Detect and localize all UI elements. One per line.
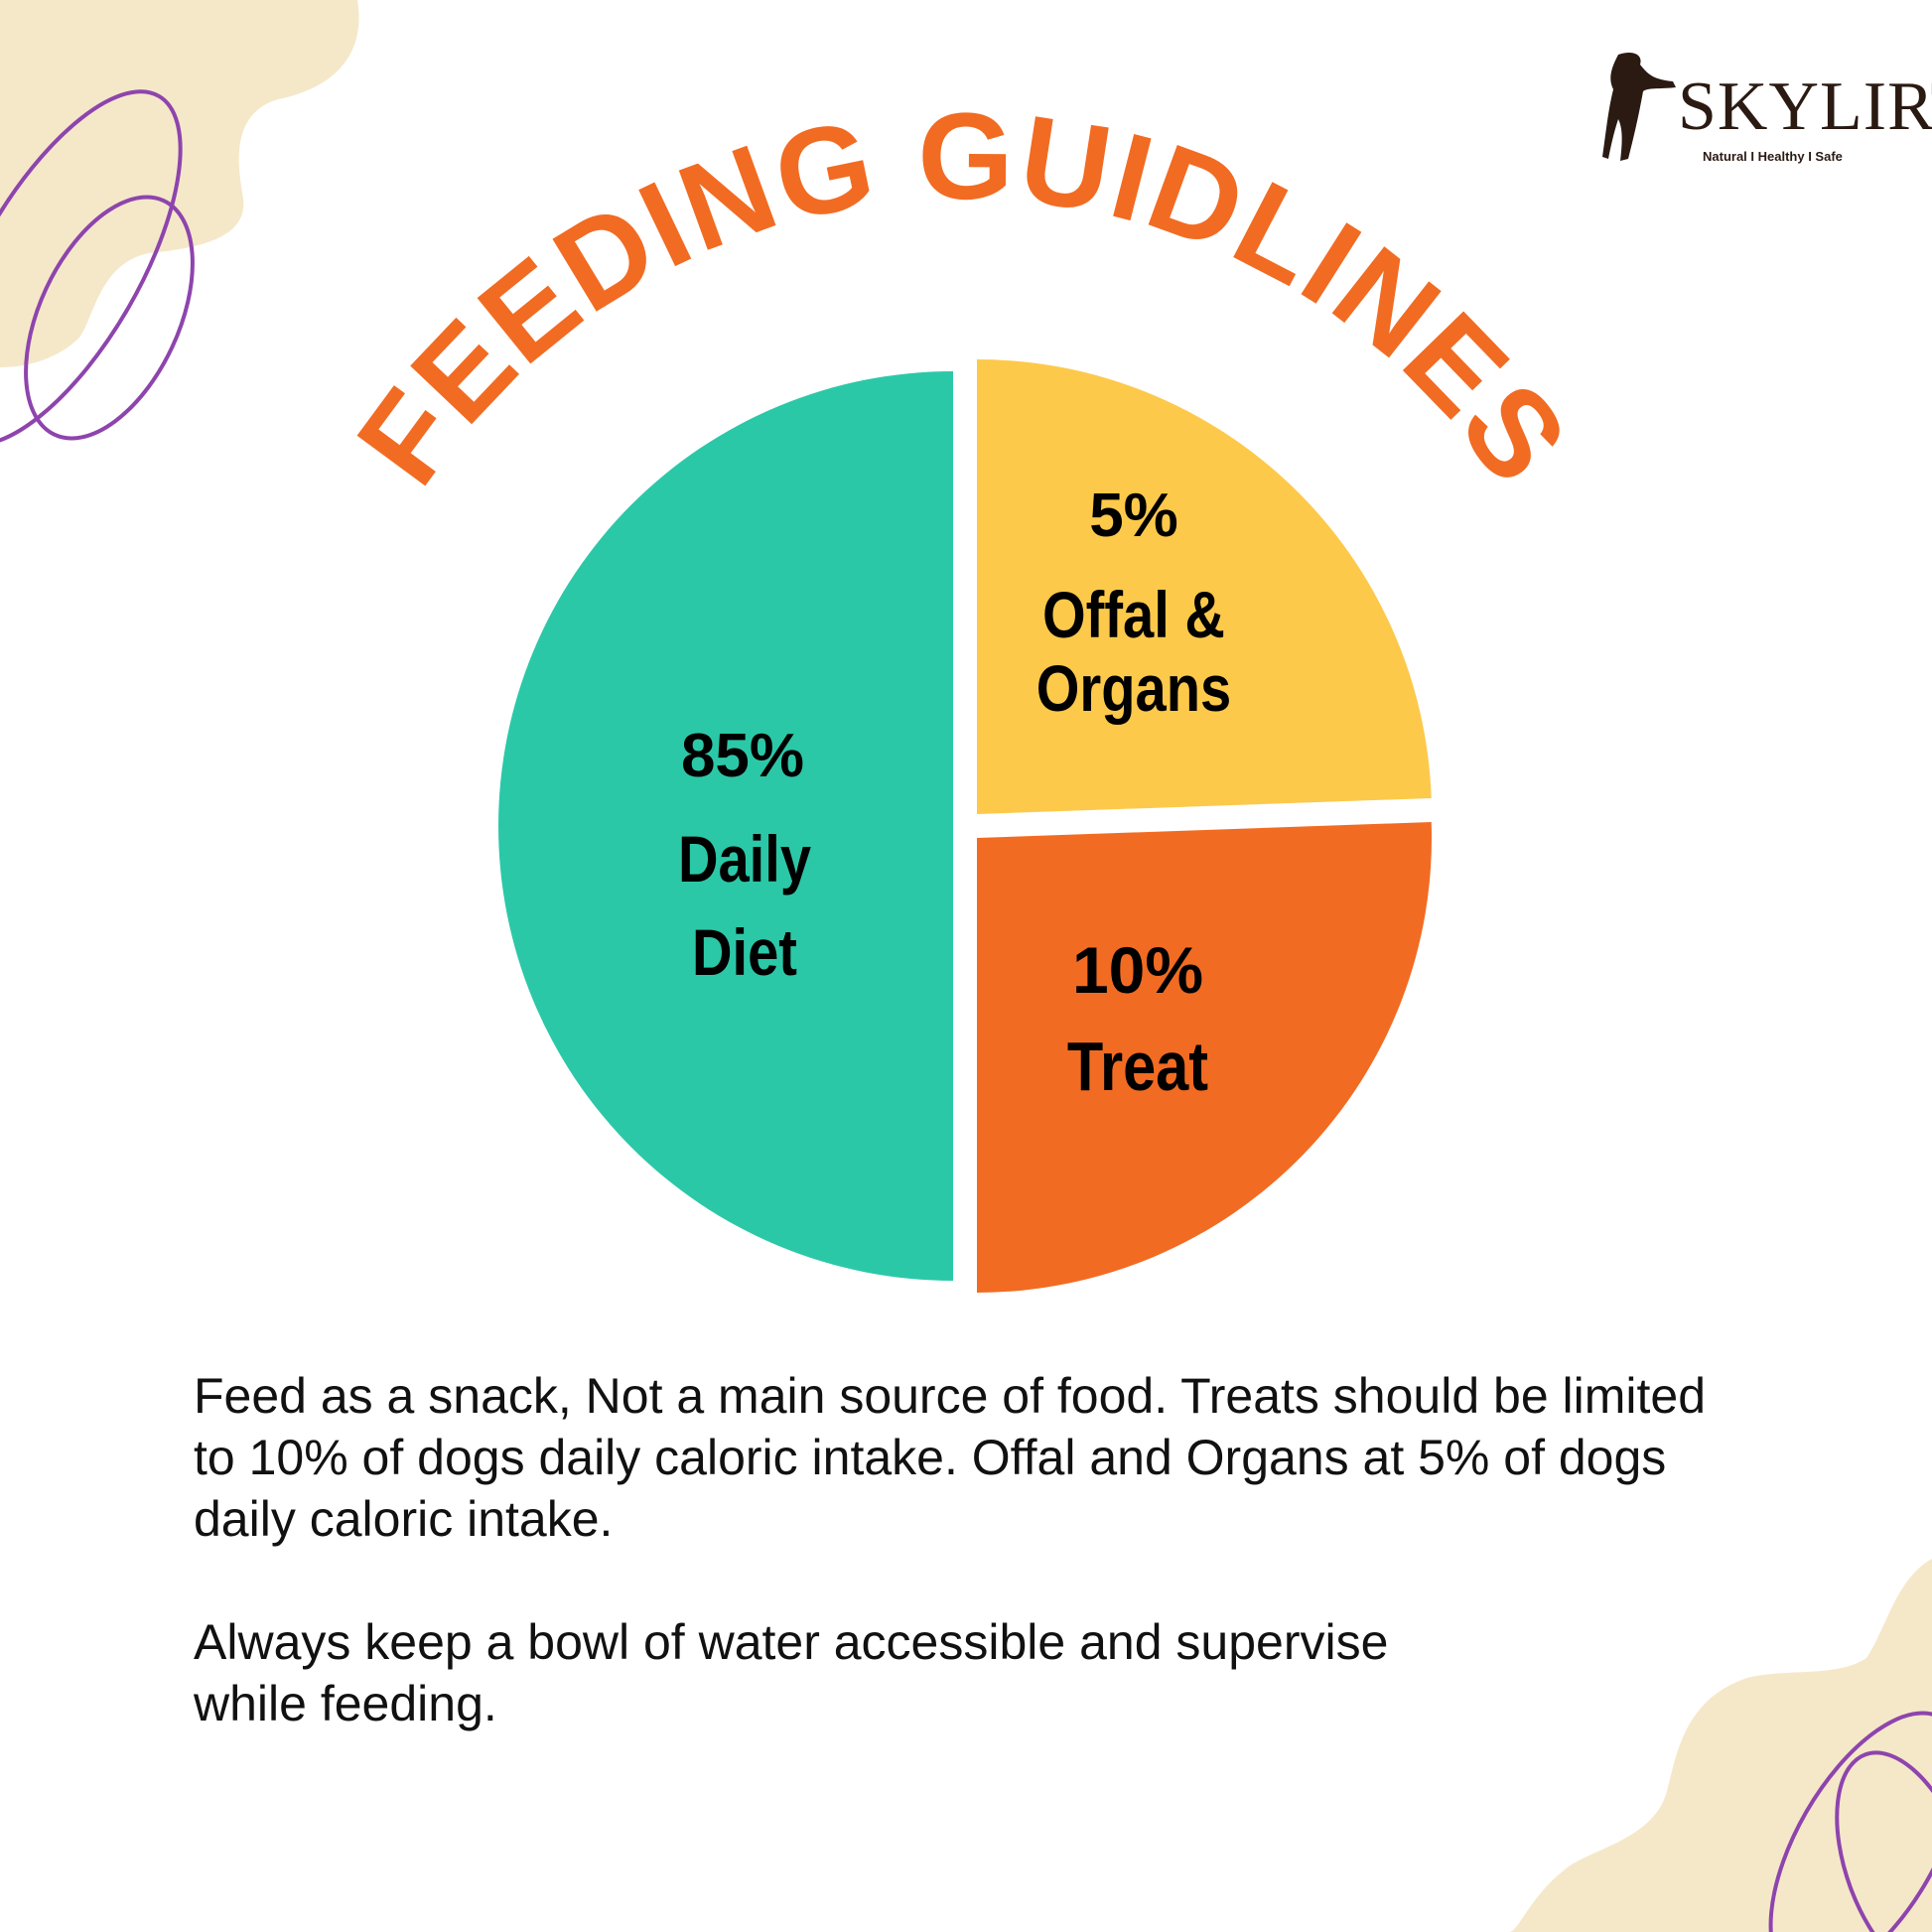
pie-chart: [498, 359, 1432, 1293]
slice-label-percent-daily-diet: 85%: [681, 722, 804, 790]
chart-title: FEEDING GUIDLINES: [332, 88, 1594, 508]
slice-label-offal: Offal &: [1042, 579, 1225, 651]
paragraph-treats: Feed as a snack, Not a main source of fo…: [194, 1368, 1707, 1547]
slice-label-diet: Diet: [692, 916, 797, 989]
dog-silhouette-icon: [1602, 53, 1676, 161]
loops-top-left: [0, 89, 195, 447]
slice-label-percent-treat: 10%: [1072, 933, 1203, 1007]
pie-slice-treat: [977, 822, 1432, 1293]
guidelines-text: Feed as a snack, Not a main source of fo…: [194, 1365, 1742, 1796]
brand-name: SKYLIRT: [1678, 69, 1932, 145]
top-left-blob: [0, 0, 359, 367]
slice-label-percent-offal: 5%: [1089, 482, 1178, 550]
slice-label-daily: Daily: [678, 823, 811, 896]
paragraph-water: Always keep a bowl of water accessible a…: [194, 1614, 1389, 1731]
pie-slice-offal-organs: [977, 359, 1432, 814]
brand-logo: SKYLIRT Natural I Healthy I Safe: [1598, 50, 1932, 169]
slice-label-organs: Organs: [1036, 652, 1231, 725]
bottom-right-blob: [1509, 1559, 1932, 1932]
slice-label-treat: Treat: [1067, 1027, 1208, 1105]
pie-slice-daily-diet: [498, 371, 953, 1281]
loops-bottom-right: [1768, 1711, 1932, 1932]
brand-tagline: Natural I Healthy I Safe: [1703, 149, 1843, 164]
